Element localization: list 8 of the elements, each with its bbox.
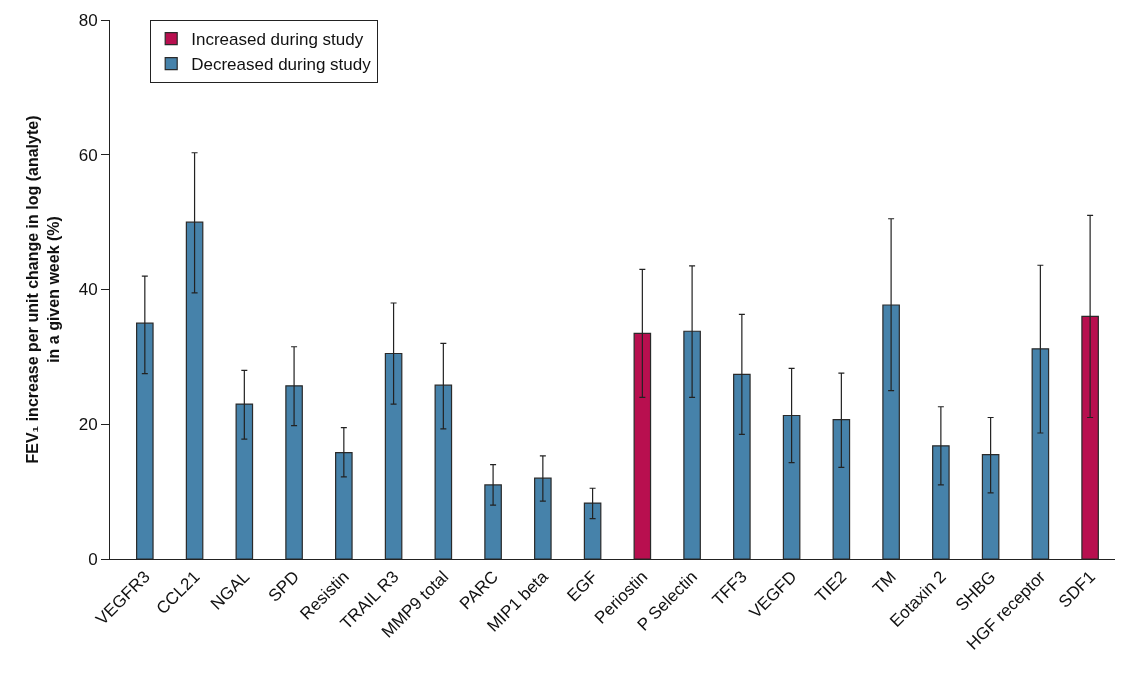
y-tick-label: 0 bbox=[88, 549, 98, 569]
y-tick-label: 20 bbox=[78, 415, 98, 435]
y-axis-title: FEV₁ increase per unit change in log (analyte) in a given week (%) bbox=[23, 115, 62, 464]
y-tick-label: 60 bbox=[78, 145, 98, 165]
legend-label: Decreased during study bbox=[191, 55, 372, 75]
legend-label: Increased during study bbox=[191, 30, 364, 50]
y-tick-label: 80 bbox=[78, 10, 98, 30]
y-tick-label: 40 bbox=[78, 280, 98, 300]
